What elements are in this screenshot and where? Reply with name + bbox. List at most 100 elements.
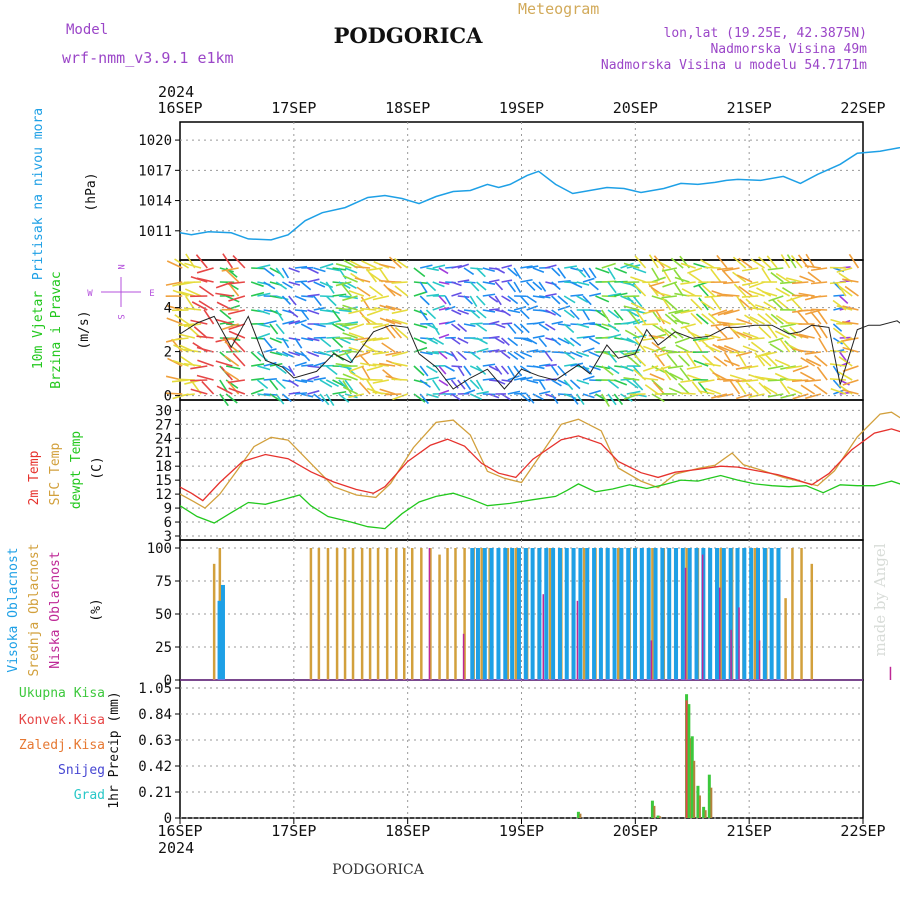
cloud-high-bar	[537, 548, 542, 680]
time-tick-bottom: 22SEP	[840, 822, 885, 840]
wind-arrow	[307, 293, 320, 297]
wind-arrow	[294, 392, 308, 395]
cloud-mid-bar	[480, 548, 483, 680]
wind-arrow	[294, 295, 307, 302]
wind-arrow	[614, 292, 628, 297]
wind-arrow	[288, 365, 296, 377]
wind-arrow	[648, 254, 659, 269]
wind-arrow	[301, 363, 314, 367]
wind-arrow	[379, 304, 396, 311]
wind-arrow	[360, 295, 377, 302]
wind-arrow	[488, 335, 500, 339]
wind-arrow	[257, 292, 271, 297]
wind-arrow	[842, 379, 859, 386]
wind-arrow	[551, 309, 562, 318]
cloud-high-bar	[489, 548, 494, 680]
wind-arrow	[601, 365, 614, 376]
wind-arrow	[692, 337, 709, 342]
wind-arrow	[354, 337, 371, 341]
wind-arrow	[787, 386, 803, 395]
wind-arrow	[342, 332, 358, 339]
wind-arrow	[269, 351, 283, 356]
wind-arrow	[263, 267, 275, 277]
wind-arrow	[704, 266, 721, 269]
wind-arrow	[723, 267, 740, 272]
wind-arrow	[275, 379, 286, 390]
compass-w: W	[87, 289, 93, 299]
wind-arrow	[385, 393, 402, 396]
footer-city: PODGORICA	[332, 862, 425, 878]
wind-arrow	[519, 295, 530, 306]
wind-arrow	[457, 337, 469, 344]
wind-arrow	[674, 282, 684, 297]
wind-arrow	[475, 267, 486, 278]
wind-arrow	[626, 379, 639, 389]
wind-arrow	[385, 305, 402, 311]
wind-arrow	[690, 312, 703, 325]
wind-arrow	[215, 318, 233, 325]
y-axis-precip: 0 0.21 0.42 0.63 0.84 1.05	[138, 681, 863, 827]
cloud-high-bar	[728, 548, 733, 680]
wind-arrow	[313, 377, 326, 381]
wind-arrow	[263, 320, 277, 325]
wind-arrow	[225, 269, 240, 283]
cloud-high-bar	[755, 548, 760, 680]
wind-arrow	[569, 337, 582, 347]
wind-arrow	[532, 281, 543, 291]
wind-arrow	[325, 295, 337, 307]
cloud-high-bar	[578, 548, 583, 680]
wind-arrow	[782, 328, 797, 339]
precip-mixed-bar	[693, 760, 696, 818]
wind-arrow	[288, 295, 297, 306]
y-tick-label: 0	[164, 389, 172, 405]
wind-arrow	[538, 337, 548, 348]
wind-arrow	[335, 377, 352, 381]
wind-arrow	[354, 265, 371, 269]
wind-arrow	[288, 379, 299, 387]
precip-total-bar	[687, 704, 691, 818]
wind-arrow	[372, 306, 389, 311]
wind-arrow	[776, 299, 791, 311]
wind-arrow	[372, 337, 390, 342]
wind-arrow	[607, 267, 616, 280]
wind-arrow	[360, 362, 377, 367]
wind-arrow	[653, 381, 665, 395]
wind-arrow	[332, 323, 345, 332]
y-tick-label: 9	[164, 501, 172, 517]
wind-arrow	[680, 309, 696, 314]
wind-arrow	[222, 323, 239, 331]
wind-arrow	[263, 337, 273, 349]
wind-arrow	[332, 390, 347, 395]
wind-arrow	[326, 320, 340, 325]
wind-arrow	[595, 323, 610, 331]
wind-arrow	[723, 351, 734, 367]
wind-arrow	[513, 305, 527, 311]
wind-arrow	[744, 314, 759, 325]
wind-arrow	[570, 362, 584, 367]
cloud-high-bar	[694, 548, 699, 680]
wind-arrow	[507, 309, 521, 314]
wind-arrow	[257, 309, 271, 315]
wind-arrow	[745, 382, 759, 395]
wind-arrow	[832, 323, 843, 332]
wind-arrow	[178, 333, 195, 339]
wind-arrow	[551, 295, 561, 305]
wind-arrow	[215, 292, 233, 297]
wind-arrow	[680, 262, 696, 269]
y-tick-label: 0.42	[138, 759, 172, 775]
wind-arrow	[735, 351, 753, 357]
wind-arrow	[451, 281, 462, 287]
wind-arrow	[786, 254, 797, 269]
wind-arrow	[338, 281, 351, 289]
wind-arrow	[842, 320, 859, 325]
y-tick-label: 24	[155, 431, 172, 447]
precip-total-bar	[707, 774, 711, 818]
time-tick-top: 21SEP	[727, 99, 772, 117]
wind-arrow	[426, 365, 438, 374]
wind-arrow	[166, 304, 183, 311]
wind-arrow	[482, 293, 496, 297]
side-labels: N W E S Pritisak na nivou mora (hPa) 10m Vjeta…	[6, 108, 155, 809]
wind-arrow	[792, 393, 809, 400]
wind-arrow	[432, 379, 441, 391]
wind-arrow	[775, 287, 790, 297]
